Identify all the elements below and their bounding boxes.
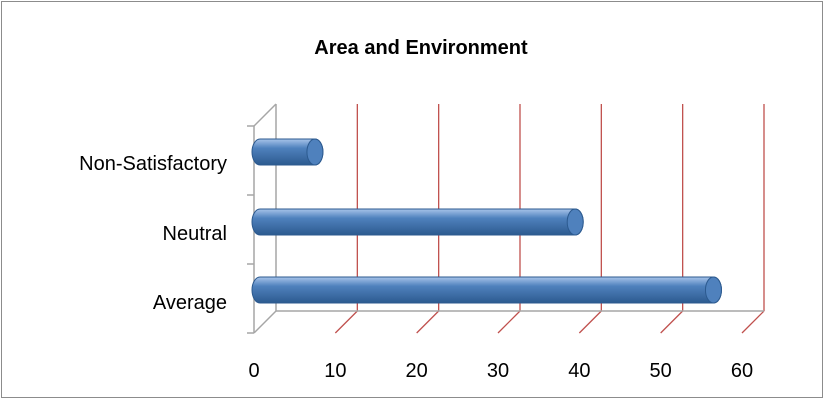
bar-non-satisfactory [251,138,324,166]
category-labels: Non-Satisfactory Neutral Average [79,153,227,314]
bar-body [251,276,722,304]
x-tick-label: 50 [650,360,672,382]
bars [251,138,722,304]
bar-neutral [251,208,584,236]
gridline-floor [416,310,440,334]
x-tick-label: 20 [406,360,428,382]
gridline-floor [497,310,521,334]
bar-end-cap [306,138,324,166]
x-tick-label: 0 [248,360,259,382]
x-tick-labels: 0 10 20 30 40 50 60 [248,360,753,382]
category-label: Non-Satisfactory [79,153,227,175]
x-tick-label: 30 [487,360,509,382]
bar-end-cap [566,208,584,236]
bar-end-cap [704,276,722,304]
category-label: Neutral [163,223,227,245]
floor-edge [253,310,277,334]
bar-average [251,276,722,304]
gridline-floor [741,310,765,334]
gridline-floor [334,310,358,334]
side-wall-top [253,103,277,127]
chart-title: Area and Environment [314,37,528,59]
bar-body [251,208,584,236]
x-tick-label: 40 [568,360,590,382]
gridline-floor [660,310,684,334]
gridline-floor [578,310,602,334]
category-label: Average [153,292,227,314]
x-tick-label: 60 [731,360,753,382]
x-tick-label: 10 [324,360,346,382]
